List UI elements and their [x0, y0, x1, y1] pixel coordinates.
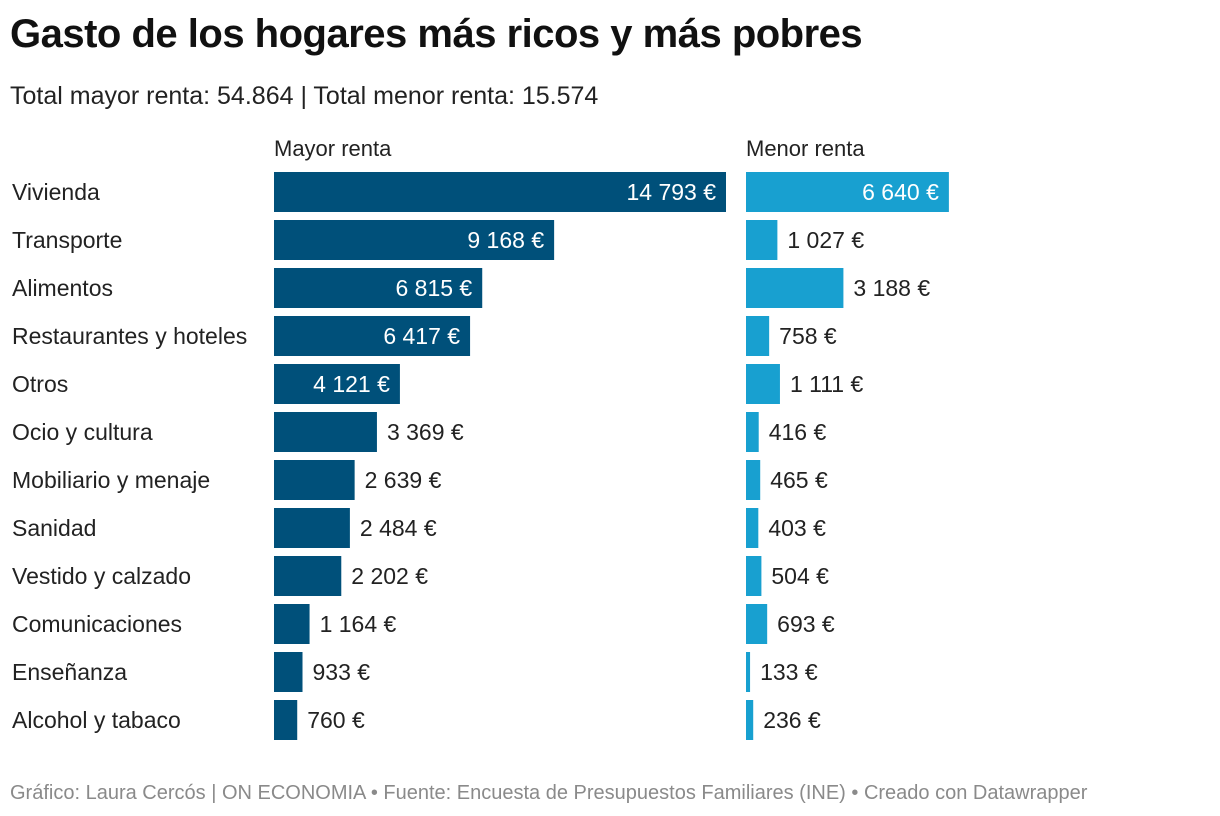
category-label: Restaurantes y hoteles [12, 323, 247, 349]
bar-menor-renta [746, 172, 949, 212]
value-label-menor-renta: 133 € [760, 659, 818, 685]
value-label-mayor-renta: 2 639 € [365, 467, 442, 493]
value-label-menor-renta: 403 € [768, 515, 826, 541]
category-label: Alimentos [12, 275, 113, 301]
category-label: Mobiliario y menaje [12, 467, 210, 493]
footer-credits: Gráfico: Laura Cercós | ON ECONOMIA • Fu… [10, 782, 1088, 804]
value-label-menor-renta: 758 € [779, 323, 837, 349]
value-label-menor-renta: 6 640 € [862, 179, 939, 205]
value-label-mayor-renta: 933 € [313, 659, 371, 685]
category-label: Otros [12, 371, 68, 397]
bar-menor-renta [746, 652, 751, 692]
bar-mayor-renta [274, 460, 355, 500]
value-label-mayor-renta: 6 815 € [395, 275, 472, 301]
category-label: Sanidad [12, 515, 96, 541]
bar-menor-renta [746, 412, 759, 452]
bar-mayor-renta [274, 556, 342, 596]
bar-menor-renta [746, 220, 778, 260]
value-label-menor-renta: 3 188 € [853, 275, 930, 301]
value-label-mayor-renta: 4 121 € [313, 371, 390, 397]
bar-menor-renta [746, 316, 770, 356]
category-label: Transporte [12, 227, 122, 253]
bar-mayor-renta [274, 508, 350, 548]
bar-mayor-renta [274, 700, 298, 740]
value-label-menor-renta: 236 € [763, 707, 821, 733]
category-label: Enseñanza [12, 659, 127, 685]
bar-menor-renta [746, 556, 762, 596]
category-label: Alcohol y tabaco [12, 707, 181, 733]
bar-mayor-renta [274, 316, 471, 356]
value-label-mayor-renta: 6 417 € [383, 323, 460, 349]
value-label-mayor-renta: 2 202 € [351, 563, 428, 589]
category-label: Comunicaciones [12, 611, 182, 637]
bar-menor-renta [746, 268, 844, 308]
chart-subtitle: Total mayor renta: 54.864 | Total menor … [10, 82, 599, 110]
series-header-1: Menor renta [746, 136, 865, 161]
value-label-menor-renta: 416 € [769, 419, 827, 445]
value-label-menor-renta: 1 111 € [790, 371, 864, 397]
bar-mayor-renta [274, 604, 310, 644]
bar-menor-renta [746, 460, 761, 500]
value-label-menor-renta: 465 € [770, 467, 828, 493]
value-label-mayor-renta: 14 793 € [626, 179, 716, 205]
value-label-mayor-renta: 3 369 € [387, 419, 464, 445]
category-label: Ocio y cultura [12, 419, 153, 445]
chart-title: Gasto de los hogares más ricos y más pob… [10, 12, 863, 56]
value-label-mayor-renta: 2 484 € [360, 515, 437, 541]
bar-chart: Mayor renta Menor renta Vivienda 14 793 € 6 … [12, 136, 949, 740]
bar-menor-renta [746, 364, 780, 404]
bar-mayor-renta [274, 268, 483, 308]
value-label-menor-renta: 693 € [777, 611, 835, 637]
value-label-mayor-renta: 9 168 € [467, 227, 544, 253]
bar-menor-renta [746, 604, 768, 644]
bar-mayor-renta [274, 652, 303, 692]
value-label-menor-renta: 504 € [771, 563, 829, 589]
bar-mayor-renta [274, 364, 400, 404]
category-label: Vestido y calzado [12, 563, 191, 589]
bar-menor-renta [746, 700, 754, 740]
bar-mayor-renta [274, 412, 377, 452]
value-label-menor-renta: 1 027 € [787, 227, 864, 253]
bar-menor-renta [746, 508, 759, 548]
bar-mayor-renta [274, 172, 726, 212]
bar-mayor-renta [274, 220, 555, 260]
value-label-mayor-renta: 1 164 € [320, 611, 397, 637]
value-label-mayor-renta: 760 € [307, 707, 365, 733]
category-label: Vivienda [12, 179, 100, 205]
series-header-0: Mayor renta [274, 136, 392, 161]
